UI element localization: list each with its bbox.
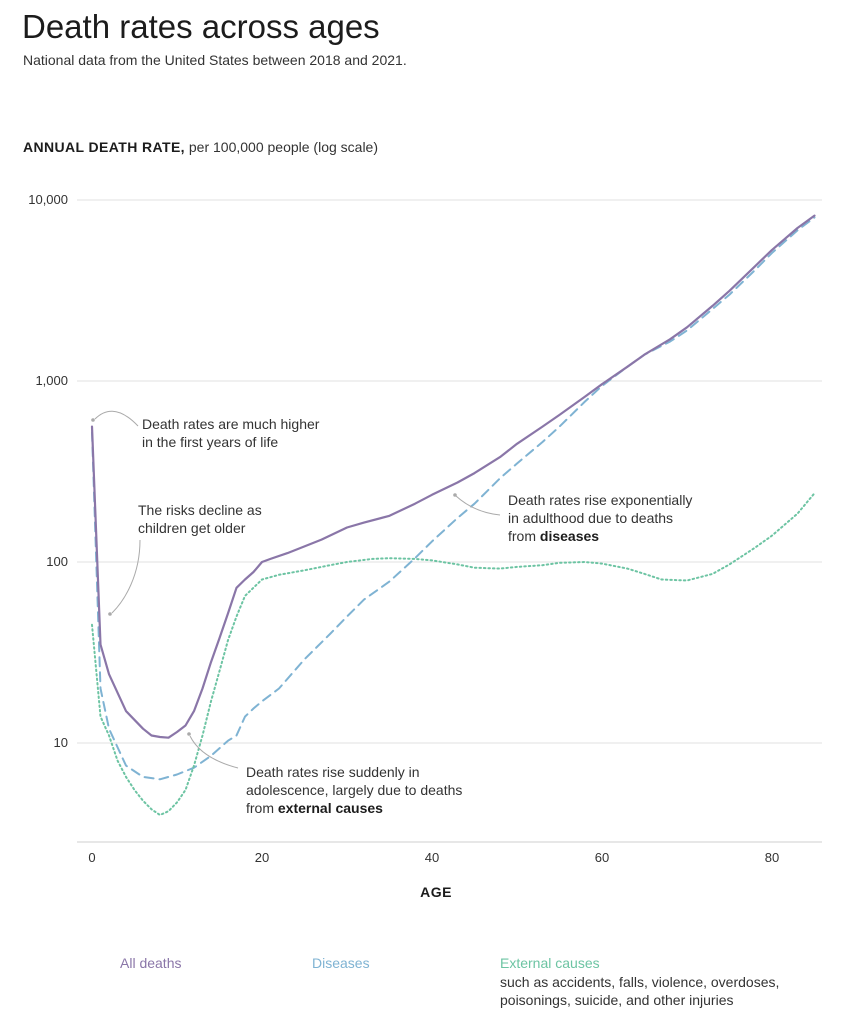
- annotation-pointer-adulthood: [455, 495, 501, 516]
- annotation-line: from diseases: [508, 528, 599, 544]
- annotation-children: The risks decline as children get older: [138, 502, 262, 536]
- annotation-dot-adulthood: [453, 493, 457, 497]
- x-tick-label: 20: [255, 850, 269, 865]
- x-tick-label: 0: [88, 850, 95, 865]
- y-tick-label: 100: [46, 554, 68, 569]
- annotation-adolescence: Death rates rise suddenly in adolescence,…: [246, 764, 462, 816]
- y-axis-label: ANNUAL DEATH RATE, per 100,000 people (l…: [23, 139, 378, 155]
- legend-description-line-2: poisonings, suicide, and other injuries: [500, 992, 734, 1008]
- annotation-line: adolescence, largely due to deaths: [246, 782, 462, 798]
- legend-label-diseases: Diseases: [312, 955, 370, 971]
- annotation-line: Death rates rise suddenly in: [246, 764, 420, 780]
- annotation-pointer-children: [111, 539, 141, 614]
- annotation-dot-infant: [91, 418, 95, 422]
- y-axis-label-unit: per 100,000 people (log scale): [188, 139, 379, 155]
- annotation-line: children get older: [138, 520, 246, 536]
- annotation-infant: Death rates are much higher in the first …: [142, 416, 320, 450]
- chart-plot: 10 100 1,000 10,000 0 20 40 60 80 AGE Death rates …: [28, 192, 822, 900]
- annotation-line: in the first years of life: [142, 434, 278, 450]
- annotation-line: in adulthood due to deaths: [508, 510, 673, 526]
- annotation-pointer-adolescence: [189, 735, 239, 769]
- legend-label-all-deaths: All deaths: [120, 955, 182, 971]
- annotation-line: Death rates are much higher: [142, 416, 320, 432]
- legend-description-external: such as accidents, falls, violence, over…: [500, 973, 779, 1009]
- y-tick-label: 1,000: [35, 373, 68, 388]
- x-tick-label: 60: [595, 850, 609, 865]
- annotation-line: The risks decline as: [138, 502, 262, 518]
- legend-label-external: External causes: [500, 955, 600, 971]
- y-tick-label: 10,000: [28, 192, 68, 207]
- annotation-dot-adolescence: [187, 732, 191, 736]
- series-line-all-deaths: [90, 214, 816, 739]
- annotation-adulthood: Death rates rise exponentially in adultho…: [508, 492, 692, 544]
- y-axis-label-bold: ANNUAL DEATH RATE,: [23, 139, 185, 155]
- chart-title: Death rates across ages: [22, 8, 380, 45]
- annotation-line: Death rates rise exponentially: [508, 492, 692, 508]
- y-tick-label: 10: [54, 735, 68, 750]
- chart-subtitle: National data from the United States bet…: [23, 52, 407, 68]
- x-tick-label: 40: [425, 850, 439, 865]
- x-axis-label: AGE: [420, 884, 452, 900]
- x-tick-label: 80: [765, 850, 779, 865]
- annotation-line: from external causes: [246, 800, 383, 816]
- series-line-external: [91, 492, 816, 816]
- series-line-diseases: [91, 216, 816, 781]
- legend-description-line-1: such as accidents, falls, violence, over…: [500, 974, 780, 990]
- annotation-dot-children: [108, 612, 112, 616]
- annotation-pointer-infant: [94, 410, 139, 427]
